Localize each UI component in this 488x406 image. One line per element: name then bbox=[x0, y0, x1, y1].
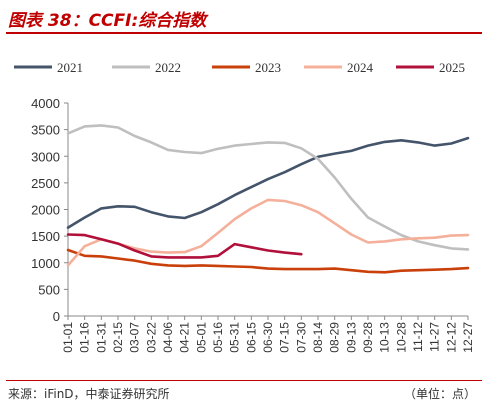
x-tick-label: 07-15 bbox=[278, 322, 292, 353]
plot-lines bbox=[66, 124, 470, 274]
x-tick-label: 10-13 bbox=[378, 322, 392, 353]
x-tick-label: 12-12 bbox=[444, 322, 458, 353]
y-tick-label: 3500 bbox=[31, 123, 60, 138]
legend: 2021 2022 2023 2024 2025 bbox=[14, 60, 465, 75]
x-tick-label: 05-01 bbox=[194, 322, 208, 353]
x-tick-label: 12-27 bbox=[461, 322, 475, 353]
x-tick-label: 07-30 bbox=[294, 322, 308, 353]
source-note: 来源：iFinD，中泰证券研究所 bbox=[8, 387, 170, 401]
legend-label-2023: 2023 bbox=[255, 60, 281, 75]
y-axis: 0 500 1000 1500 2000 2500 3000 3500 4000 bbox=[31, 96, 69, 324]
x-axis: 01-01 01-16 01-31 02-15 03-07 03-22 04-06 04-21… bbox=[61, 315, 475, 353]
x-tick-label: 02-15 bbox=[111, 322, 125, 353]
series-line-2022 bbox=[66, 124, 470, 251]
x-tick-label: 01-16 bbox=[78, 322, 92, 353]
legend-label-2024: 2024 bbox=[347, 60, 374, 75]
y-tick-label: 4000 bbox=[31, 96, 60, 111]
x-tick-label: 04-06 bbox=[161, 322, 175, 353]
legend-label-2022: 2022 bbox=[155, 60, 181, 75]
y-tick-label: 2000 bbox=[31, 203, 60, 218]
chart-area: 2021 2022 2023 2024 2025 0 500 1000 1500 2000 250… bbox=[14, 60, 475, 353]
unit-note: （单位：点） bbox=[403, 387, 476, 401]
x-tick-label: 01-01 bbox=[61, 322, 75, 353]
chart-title: 图表 38：CCFI:综合指数 bbox=[8, 11, 207, 31]
series-line-2024 bbox=[66, 198, 470, 267]
series-line-2025 bbox=[66, 233, 303, 259]
y-tick-label: 2500 bbox=[31, 176, 60, 191]
series-line-2021 bbox=[66, 136, 470, 229]
x-tick-label: 09-13 bbox=[344, 322, 358, 353]
x-tick-label: 04-21 bbox=[178, 322, 192, 353]
source-divider bbox=[6, 380, 482, 381]
legend-label-2021: 2021 bbox=[57, 60, 83, 75]
series-line-2023 bbox=[66, 248, 470, 274]
y-tick-label: 3000 bbox=[31, 149, 60, 164]
x-tick-label: 06-30 bbox=[261, 322, 275, 353]
x-tick-label: 03-07 bbox=[128, 322, 142, 353]
x-tick-label: 05-16 bbox=[211, 322, 225, 353]
y-tick-label: 500 bbox=[38, 282, 60, 297]
x-tick-label: 01-31 bbox=[94, 322, 108, 353]
y-tick-label: 1500 bbox=[31, 229, 60, 244]
x-tick-label: 03-22 bbox=[144, 322, 158, 353]
x-tick-label: 11-27 bbox=[428, 322, 442, 352]
x-tick-label: 08-14 bbox=[311, 322, 325, 353]
legend-label-2025: 2025 bbox=[439, 60, 465, 75]
x-tick-label: 11-12 bbox=[411, 322, 425, 352]
x-tick-label: 10-28 bbox=[394, 322, 408, 353]
title-divider bbox=[6, 32, 482, 34]
x-tick-label: 09-28 bbox=[361, 322, 375, 353]
x-tick-label: 05-31 bbox=[228, 322, 242, 353]
x-tick-label: 06-15 bbox=[244, 322, 258, 353]
y-tick-label: 0 bbox=[53, 309, 60, 324]
x-tick-label: 08-29 bbox=[328, 322, 342, 353]
y-tick-label: 1000 bbox=[31, 256, 60, 271]
